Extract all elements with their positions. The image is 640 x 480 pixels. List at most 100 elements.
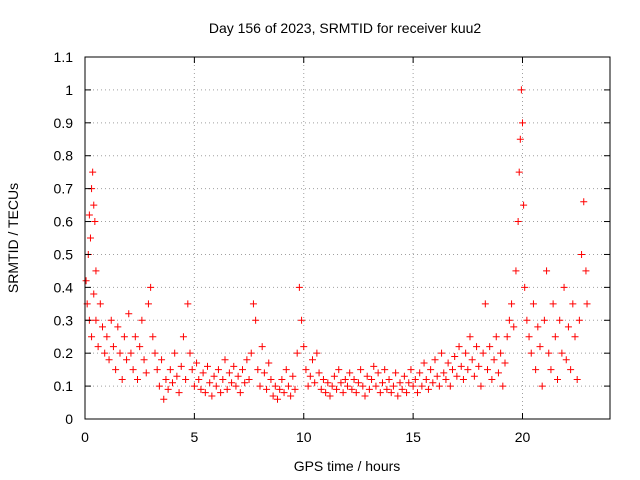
- y-tick-label: 0.2: [54, 345, 74, 361]
- data-point: [182, 376, 190, 384]
- data-point: [114, 323, 122, 331]
- data-point: [571, 333, 579, 341]
- data-point: [403, 389, 411, 397]
- data-point: [324, 379, 332, 387]
- data-point: [370, 362, 378, 370]
- data-point: [435, 382, 443, 390]
- data-point: [405, 379, 413, 387]
- data-point: [418, 382, 426, 390]
- x-tick-label: 5: [190, 429, 198, 445]
- data-point: [477, 382, 485, 390]
- data-point: [523, 316, 531, 324]
- data-point: [503, 333, 511, 341]
- data-point: [473, 343, 481, 351]
- data-point: [479, 349, 487, 357]
- data-point: [381, 366, 389, 374]
- data-point: [280, 389, 288, 397]
- data-point: [249, 300, 257, 308]
- data-point: [481, 300, 489, 308]
- data-point: [140, 356, 148, 364]
- data-point: [339, 389, 347, 397]
- data-point: [525, 333, 533, 341]
- data-point: [322, 389, 330, 397]
- data-point: [414, 389, 421, 397]
- y-tick-label: 0.4: [54, 279, 74, 295]
- data-point: [158, 356, 166, 364]
- data-point: [212, 382, 220, 390]
- data-point: [287, 392, 295, 400]
- data-point: [453, 372, 461, 380]
- data-point: [545, 349, 553, 357]
- data-point: [420, 359, 428, 367]
- data-point: [352, 389, 360, 397]
- data-point: [234, 372, 242, 380]
- data-point: [549, 300, 557, 308]
- data-point: [583, 300, 591, 308]
- data-point: [475, 362, 483, 370]
- y-tick-label: 0.1: [54, 378, 74, 394]
- data-point: [379, 379, 386, 387]
- data-point: [330, 372, 338, 380]
- data-point: [91, 218, 99, 226]
- data-point: [123, 356, 131, 364]
- y-tick-label: 1: [65, 82, 73, 98]
- data-point: [365, 385, 373, 393]
- data-point: [86, 234, 94, 242]
- data-point: [499, 382, 507, 390]
- data-point: [431, 356, 439, 364]
- data-point: [276, 385, 284, 393]
- data-point: [162, 376, 170, 384]
- data-point: [389, 382, 397, 390]
- data-point: [208, 392, 216, 400]
- data-point: [564, 323, 572, 331]
- data-point: [536, 343, 544, 351]
- data-point: [376, 389, 384, 397]
- data-point: [241, 379, 249, 387]
- data-point: [271, 382, 279, 390]
- data-point: [392, 369, 400, 377]
- data-point: [149, 333, 157, 341]
- data-point: [492, 333, 500, 341]
- data-point: [94, 343, 102, 351]
- data-point: [328, 382, 336, 390]
- data-point: [517, 86, 525, 94]
- data-point: [204, 362, 211, 370]
- data-point: [569, 300, 577, 308]
- data-point: [197, 385, 205, 393]
- data-point: [411, 376, 419, 384]
- data-point: [171, 349, 179, 357]
- data-point: [490, 356, 498, 364]
- data-point: [306, 372, 314, 380]
- data-point: [304, 382, 312, 390]
- data-point: [519, 119, 526, 127]
- data-point: [221, 356, 229, 364]
- data-point: [484, 366, 491, 374]
- data-points: [82, 86, 591, 403]
- data-point: [232, 382, 240, 390]
- data-point: [560, 283, 568, 291]
- data-point: [317, 385, 325, 393]
- data-point: [383, 385, 391, 393]
- y-tick-label: 0.8: [54, 148, 74, 164]
- data-point: [438, 349, 446, 357]
- data-point: [344, 382, 351, 390]
- data-point: [409, 382, 417, 390]
- data-point: [186, 349, 194, 357]
- data-point: [442, 376, 450, 384]
- data-point: [265, 359, 273, 367]
- data-point: [96, 300, 104, 308]
- data-point: [422, 376, 430, 384]
- data-point: [195, 376, 203, 384]
- data-point: [89, 168, 97, 176]
- data-point: [359, 382, 367, 390]
- data-point: [85, 211, 93, 219]
- data-point: [223, 385, 231, 393]
- data-point: [427, 366, 435, 374]
- data-point: [527, 349, 535, 357]
- data-point: [217, 389, 225, 397]
- data-point: [201, 389, 209, 397]
- data-point: [394, 392, 402, 400]
- y-tick-label: 0.6: [54, 214, 74, 230]
- data-point: [136, 343, 144, 351]
- data-point: [103, 333, 111, 341]
